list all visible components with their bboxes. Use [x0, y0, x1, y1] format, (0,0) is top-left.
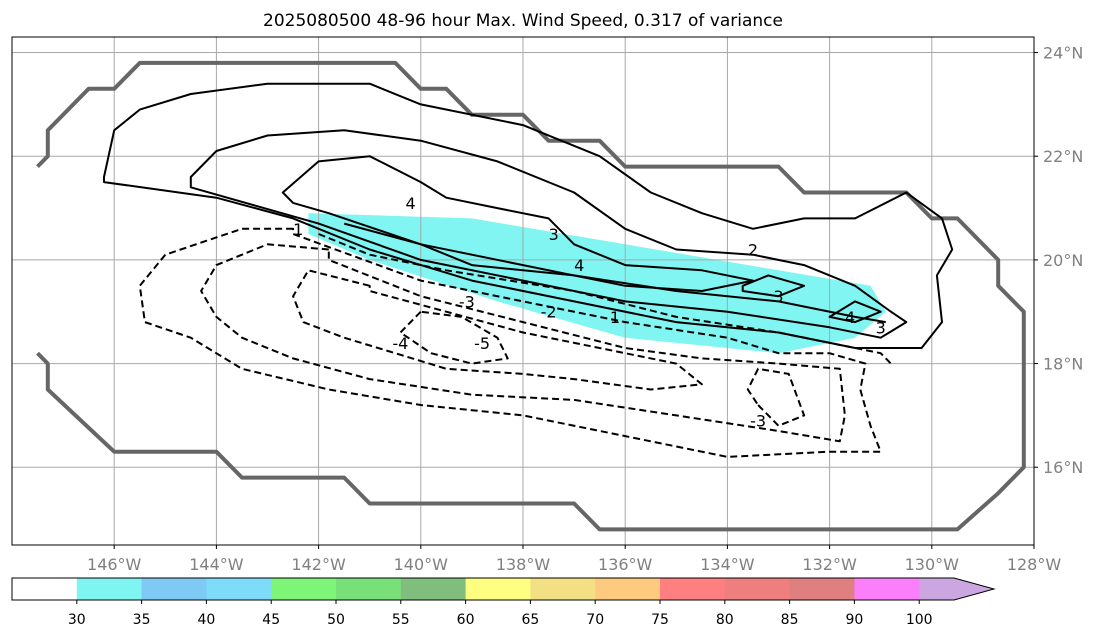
contour-line-solid — [189, 129, 908, 339]
contour-line-dashed — [200, 243, 846, 443]
contour-label: -3 — [459, 292, 475, 311]
colorbar-segment — [465, 578, 531, 600]
contour-label: 1 — [293, 220, 303, 239]
contour-line-dashed — [138, 227, 882, 458]
lon-tick-label: 138°W — [496, 555, 551, 574]
lon-tick-label: 146°W — [87, 555, 142, 574]
colorbar-segment — [530, 578, 596, 600]
contour-label: 4 — [574, 256, 584, 275]
contour-line-dashed — [318, 233, 892, 365]
colorbar-segment — [724, 578, 791, 600]
colorbar-tick-label: 70 — [586, 612, 604, 628]
colorbar-segment — [854, 578, 920, 600]
lon-tick-label: 128°W — [1007, 555, 1062, 574]
colorbar-segment — [12, 578, 78, 600]
contour-label: 3 — [773, 287, 783, 306]
contour-label: 1 — [610, 308, 620, 327]
lat-tick-label: 20°N — [1043, 251, 1083, 270]
colorbar-segment — [400, 578, 467, 600]
colorbar-segment — [76, 578, 143, 600]
lon-tick-label: 140°W — [394, 555, 449, 574]
colorbar-tick-label: 60 — [457, 612, 475, 628]
longitude-tick-labels: 146°W 144°W 142°W 140°W 138°W 136°W 134°W 132°W… — [87, 545, 1061, 574]
latitude-tick-labels: 16°N 18°N 20°N 22°N 24°N — [1034, 44, 1083, 477]
colorbar-tick-label: 75 — [651, 612, 669, 628]
colorbar-tick-label: 55 — [392, 612, 410, 628]
lon-tick-label: 134°W — [700, 555, 755, 574]
contour-line-solid — [741, 274, 806, 298]
positive-contours — [103, 82, 954, 349]
colorbar-segment — [206, 578, 272, 600]
chart-title: 2025080500 48-96 hour Max. Wind Speed, 0… — [263, 11, 783, 31]
colorbar-extend-arrow — [919, 578, 994, 600]
colorbar-tick-label: 40 — [197, 612, 215, 628]
negative-contours — [138, 227, 892, 458]
contour-label: -3 — [750, 412, 766, 431]
contour-label: 3 — [876, 318, 886, 337]
colorbar-tick-label: 65 — [521, 612, 539, 628]
colorbar-tick-label: 80 — [716, 612, 734, 628]
colorbar-tick-label: 35 — [133, 612, 151, 628]
lat-tick-label: 18°N — [1043, 355, 1083, 374]
lon-tick-label: 136°W — [598, 555, 653, 574]
colorbar-tick-labels: 30 35 40 45 50 55 60 65 70 75 80 85 90 100 — [68, 600, 933, 628]
contour-label: 2 — [748, 241, 758, 260]
contour-line-dashed — [746, 367, 806, 427]
colorbar-segment — [660, 578, 726, 600]
contour-label: 4 — [845, 308, 855, 327]
colorbar-tick-label: 30 — [68, 612, 86, 628]
contour-line-dashed — [292, 269, 703, 391]
contour-label: -5 — [474, 334, 490, 353]
colorbar-tick-label: 50 — [327, 612, 345, 628]
colorbar — [11, 577, 996, 601]
gridlines — [12, 37, 1034, 545]
lat-tick-label: 24°N — [1043, 44, 1083, 63]
lat-tick-label: 22°N — [1043, 147, 1083, 166]
colorbar-tick-label: 100 — [906, 612, 933, 628]
colorbar-segment — [595, 578, 661, 600]
forecast-boundary-line — [36, 60, 1026, 532]
contour-label: -2 — [541, 303, 557, 322]
colorbar-segment — [789, 578, 855, 600]
colorbar-segment — [271, 578, 337, 600]
contour-line-solid — [828, 300, 882, 324]
lat-tick-label: 16°N — [1043, 458, 1083, 477]
lon-tick-label: 144°W — [189, 555, 244, 574]
lon-tick-label: 142°W — [291, 555, 346, 574]
lon-tick-label: 130°W — [905, 555, 960, 574]
colorbar-segment — [141, 578, 207, 600]
colorbar-tick-label: 85 — [781, 612, 799, 628]
colorbar-segment — [336, 578, 402, 600]
contour-label: 3 — [549, 225, 559, 244]
colorbar-outline — [11, 577, 996, 601]
contour-line-solid — [281, 155, 754, 292]
contour-label: -4 — [392, 334, 408, 353]
contour-label: 4 — [405, 194, 415, 213]
colorbar-tick-label: 90 — [845, 612, 863, 628]
lon-tick-label: 132°W — [802, 555, 857, 574]
wind-speed-fill-region — [308, 213, 886, 354]
colorbar-tick-label: 45 — [262, 612, 280, 628]
contour-line-solid — [103, 82, 954, 349]
contour-line-solid — [343, 222, 886, 324]
contour-line-dashed — [399, 310, 509, 365]
